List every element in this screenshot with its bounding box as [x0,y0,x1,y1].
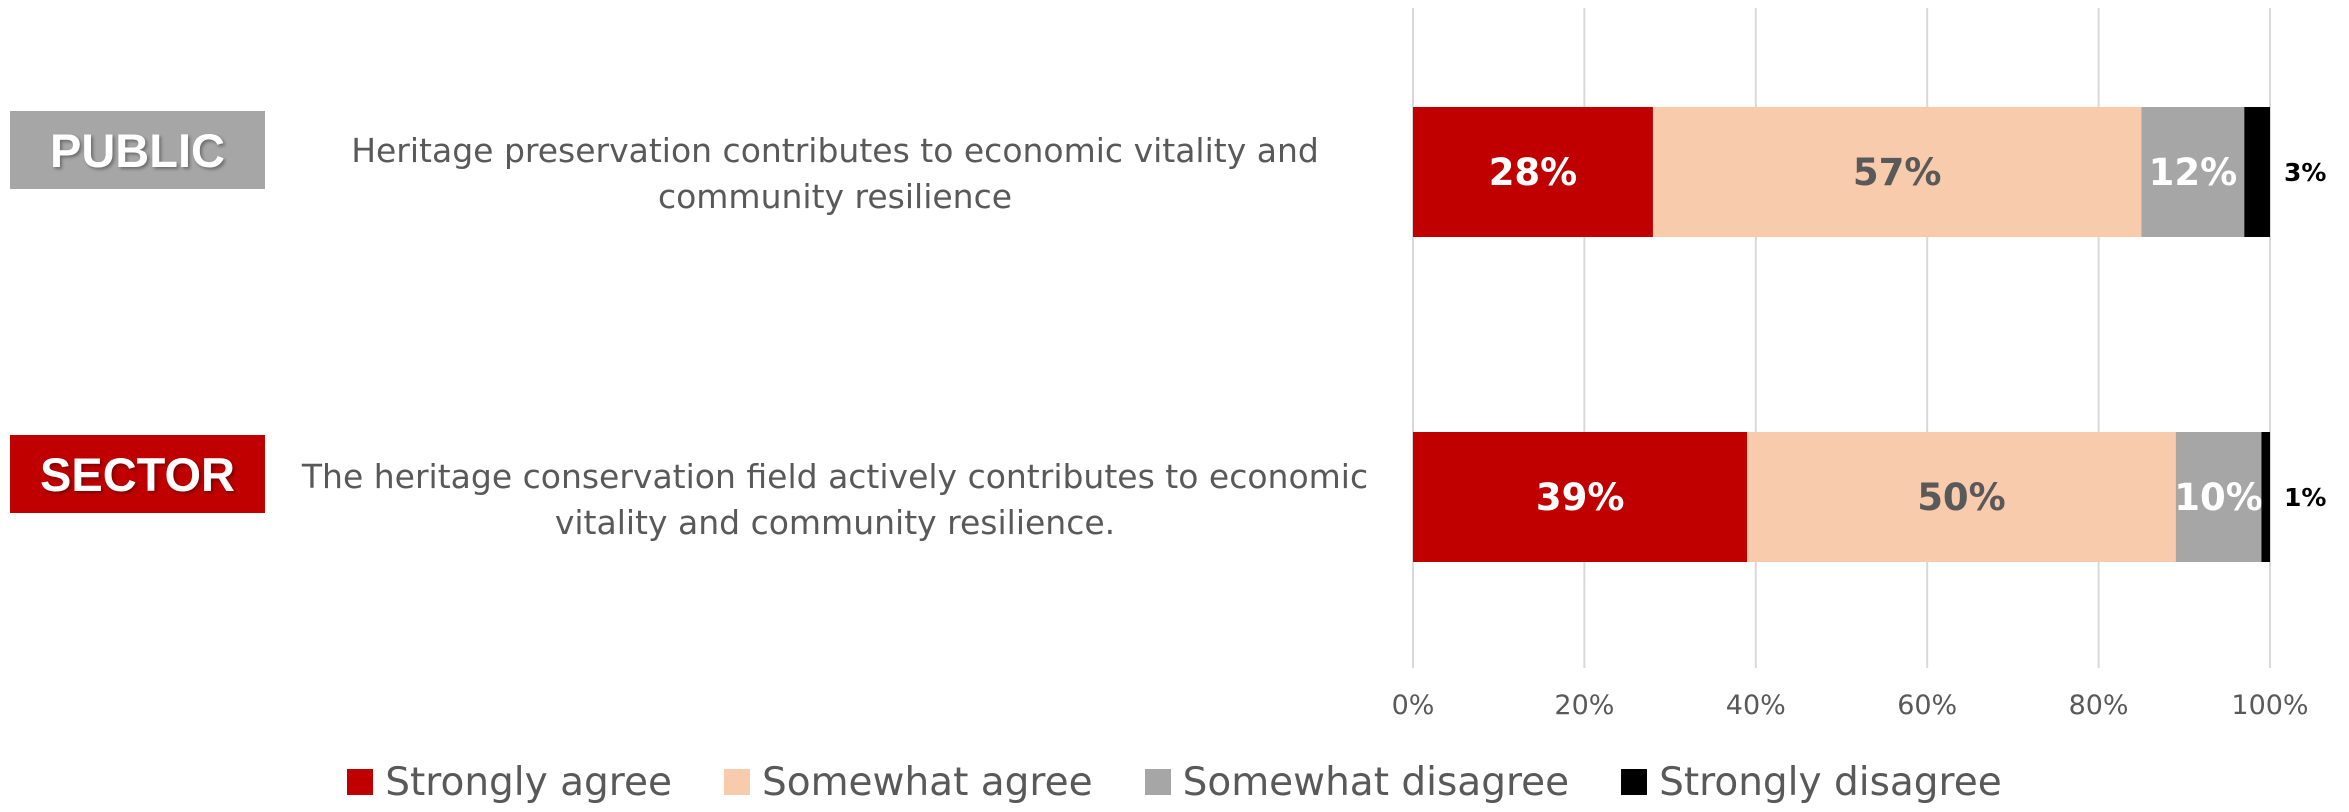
badge-public: PUBLIC [10,111,265,189]
legend-item-somewhat-agree: Somewhat agree [723,759,1093,805]
statement-sector: The heritage conservation field actively… [301,457,1369,542]
legend-label-strongly-agree: Strongly agree [385,759,672,805]
data-label: 10% [2174,476,2263,519]
bar-strongly-agree [1413,107,1653,237]
legend-item-somewhat-disagree: Somewhat disagree [1144,759,1570,805]
bar-strongly-disagree [2261,432,2270,562]
legend: Strongly agree Somewhat agree Somewhat d… [0,752,2349,812]
bar-strongly-agree [1413,432,1748,562]
legend-swatch-somewhat-disagree [1144,769,1171,795]
legend-item-strongly-disagree: Strongly disagree [1621,760,2002,805]
x-tick-label: 100% [2231,690,2308,721]
legend-label-somewhat-disagree: Somewhat disagree [1182,759,1570,805]
badge-sector: SECTOR [10,435,265,513]
data-label: 28% [1489,151,1578,194]
data-label: 57% [1853,151,1942,194]
bar-somewhat-agree [1652,107,2142,237]
data-label: 50% [1917,476,2006,519]
bar-somewhat-disagree [2141,107,2245,237]
legend-swatch-strongly-agree [347,769,374,795]
x-tick-label: 80% [2069,690,2129,721]
legend-item-strongly-agree: Strongly agree [347,760,672,805]
statement-public: Heritage preservation contributes to eco… [351,131,1319,216]
bar-somewhat-disagree [2175,432,2262,562]
legend-swatch-somewhat-agree [723,769,750,795]
x-tick-label: 40% [1726,690,1786,721]
data-label: 1% [2284,483,2326,512]
legend-swatch-strongly-disagree [1621,769,1648,795]
x-tick-label: 60% [1897,690,1957,721]
data-label: 12% [2149,151,2238,194]
x-tick-label: 0% [1392,690,1435,721]
data-label: 3% [2284,158,2326,187]
legend-label-somewhat-agree: Somewhat agree [761,759,1093,805]
legend-label-strongly-disagree: Strongly disagree [1659,759,2002,805]
bar-somewhat-agree [1747,432,2176,562]
data-label: 39% [1536,476,1625,519]
x-tick-label: 20% [1554,690,1614,721]
bar-strongly-disagree [2244,107,2270,237]
